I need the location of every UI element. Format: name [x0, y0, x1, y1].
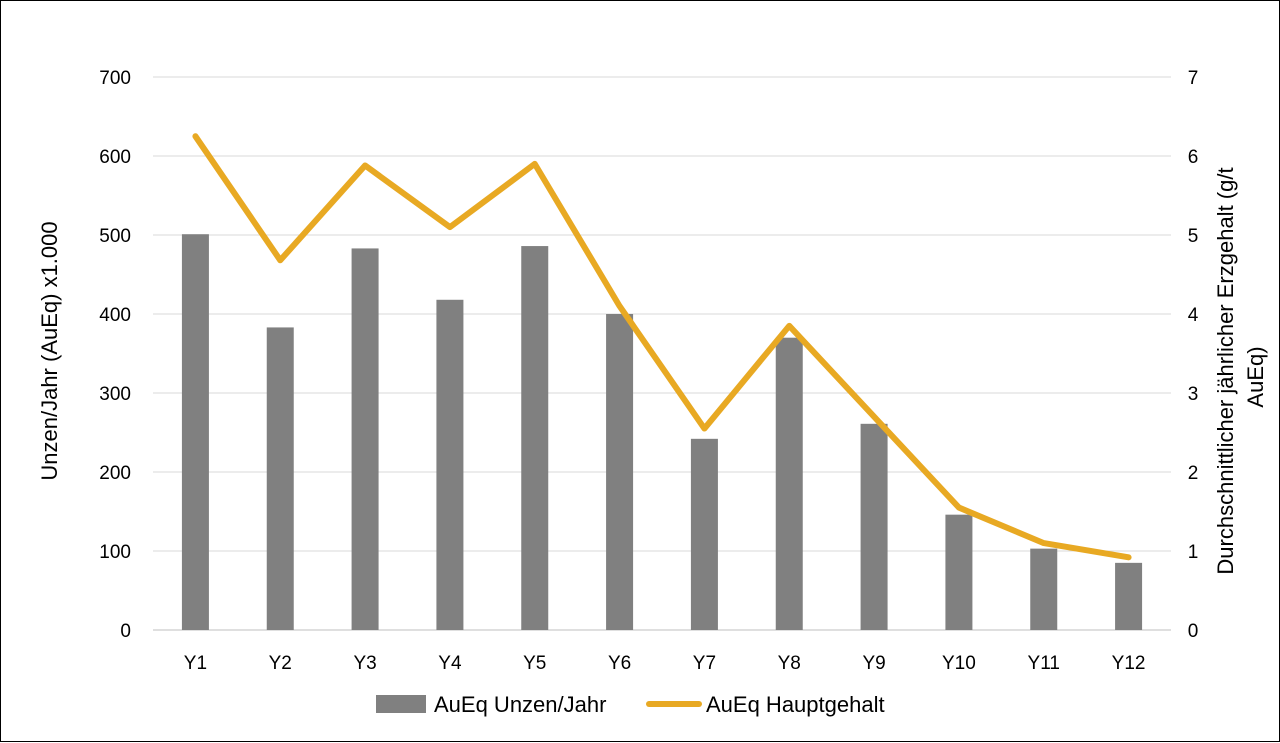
left-tick-label: 600	[99, 147, 131, 168]
x-tick-label: Y6	[608, 653, 631, 674]
bar-series	[181, 234, 1143, 630]
left-axis-title: Unzen/Jahr (AuEq) x1.000	[37, 221, 62, 480]
left-axis-ticks: 0 100 200 300 400 500 600 700	[99, 68, 131, 642]
right-axis-ticks: 0 1 2 3 4 5 6 7	[1188, 68, 1199, 642]
x-tick-label: Y2	[269, 653, 292, 674]
x-tick-label: Y8	[778, 653, 801, 674]
bar	[436, 299, 464, 630]
right-tick-label: 2	[1188, 463, 1199, 484]
bar	[1030, 548, 1058, 630]
x-tick-label: Y4	[438, 653, 462, 674]
legend-line-label: AuEq Hauptgehalt	[706, 692, 885, 717]
line-point	[364, 164, 366, 166]
bar	[521, 246, 549, 630]
bar	[181, 234, 209, 630]
bar	[351, 248, 379, 630]
right-tick-label: 5	[1188, 226, 1199, 247]
legend-bar-label: AuEq Unzen/Jahr	[434, 692, 606, 717]
gridlines	[153, 76, 1171, 631]
left-tick-label: 300	[99, 384, 131, 405]
bar	[690, 438, 718, 630]
bar	[945, 514, 973, 630]
line-point	[958, 507, 960, 509]
right-tick-label: 6	[1188, 147, 1199, 168]
left-tick-label: 0	[120, 621, 131, 642]
line-point	[279, 259, 281, 261]
legend: AuEq Unzen/Jahr AuEq Hauptgehalt	[376, 692, 885, 717]
x-tick-label: Y3	[353, 653, 376, 674]
right-tick-label: 4	[1188, 305, 1199, 326]
left-tick-label: 500	[99, 226, 131, 247]
line-point	[873, 416, 875, 418]
x-axis-ticks: Y1 Y2 Y3 Y4 Y5 Y6 Y7 Y8 Y9 Y10 Y11 Y12	[184, 653, 1146, 674]
left-tick-label: 400	[99, 305, 131, 326]
bar	[860, 423, 888, 630]
right-axis-title-line-2: AuEq)	[1243, 346, 1268, 407]
right-axis-title-line-1: Durchschnittlicher jährlicher Erzgehalt …	[1213, 167, 1238, 574]
legend-bar-swatch	[376, 695, 426, 713]
bar	[1115, 562, 1143, 630]
x-tick-label: Y12	[1112, 653, 1146, 674]
left-tick-label: 200	[99, 463, 131, 484]
x-tick-label: Y5	[523, 653, 546, 674]
x-tick-label: Y9	[862, 653, 885, 674]
x-tick-label: Y10	[942, 653, 976, 674]
grade-line	[192, 133, 1132, 561]
right-tick-label: 0	[1188, 621, 1199, 642]
line-point	[703, 428, 705, 430]
bar	[266, 327, 294, 630]
line-point	[449, 226, 451, 228]
bar	[606, 314, 634, 630]
line-series	[192, 133, 1132, 561]
line-point	[1128, 556, 1130, 558]
bar	[775, 337, 803, 630]
left-tick-label: 100	[99, 542, 131, 563]
line-point	[788, 325, 790, 327]
x-tick-label: Y7	[693, 653, 716, 674]
line-point	[194, 135, 196, 137]
line-point	[619, 305, 621, 307]
left-tick-label: 700	[99, 68, 131, 89]
line-point	[1043, 542, 1045, 544]
line-point	[534, 163, 536, 165]
right-tick-label: 7	[1188, 68, 1199, 89]
right-tick-label: 3	[1188, 384, 1199, 405]
x-tick-label: Y1	[184, 653, 207, 674]
right-tick-label: 1	[1188, 542, 1199, 563]
x-tick-label: Y11	[1028, 653, 1060, 674]
